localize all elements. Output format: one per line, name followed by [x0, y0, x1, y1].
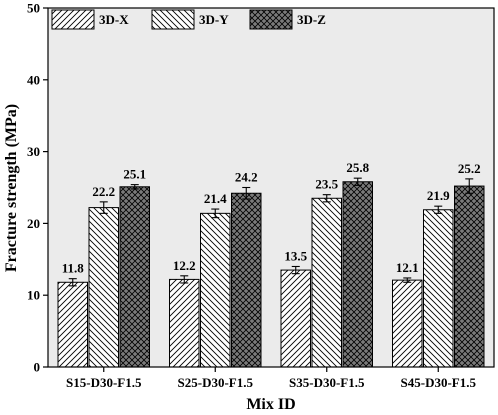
- data-label: 12.2: [173, 258, 196, 273]
- legend-label: 3D-Y: [199, 12, 229, 27]
- y-tick-label: 0: [34, 360, 41, 375]
- bar-3d-x-4: [392, 279, 423, 368]
- y-tick-label: 30: [27, 144, 40, 159]
- x-tick-label: S45-D30-F1.5: [401, 375, 477, 390]
- y-axis: 0 10 20 30 40 50: [27, 1, 48, 375]
- data-label: 12.1: [396, 260, 419, 275]
- x-tick-label: S25-D30-F1.5: [178, 375, 254, 390]
- data-label: 11.8: [62, 261, 85, 276]
- x-tick-label: S15-D30-F1.5: [66, 375, 142, 390]
- bar-3d-y-3: [311, 197, 342, 368]
- x-tick-label: S35-D30-F1.5: [289, 375, 365, 390]
- bar-3d-z-2: [231, 192, 262, 368]
- legend-swatch: [151, 9, 195, 30]
- y-tick-label: 50: [27, 1, 40, 16]
- data-label: 21.9: [427, 188, 450, 203]
- legend-label: 3D-X: [99, 12, 129, 27]
- legend-item-3d-z: 3D-Z: [249, 9, 326, 30]
- data-label: 25.1: [123, 167, 146, 182]
- bar-3d-x-3: [280, 269, 311, 368]
- data-label: 23.5: [315, 177, 338, 192]
- bar-3d-x-2: [169, 278, 200, 368]
- data-label: 24.2: [235, 170, 258, 185]
- y-axis-title: Fracture strength (MPa): [3, 104, 20, 272]
- bar-3d-y-2: [200, 212, 231, 368]
- bars-layer: 11.8 22.2 25.1 12.2 21.4 24.2 13.5 23.5 25.8 12.1…: [57, 160, 485, 368]
- x-axis-title: Mix ID: [246, 396, 295, 413]
- bar-3d-z-3: [342, 181, 373, 368]
- legend-label: 3D-Z: [297, 12, 326, 27]
- y-tick-label: 40: [27, 72, 40, 87]
- legend: 3D-X 3D-Y 3D-Z: [51, 9, 326, 30]
- y-tick-label: 20: [27, 216, 40, 231]
- data-label: 25.8: [346, 160, 369, 175]
- legend-swatch: [51, 9, 95, 30]
- bar-3d-z-1: [119, 186, 150, 368]
- plot-frame: [47, 7, 495, 368]
- bar-3d-z-4: [454, 185, 485, 368]
- legend-item-3d-x: 3D-X: [51, 9, 129, 30]
- y-tick-label: 10: [27, 288, 40, 303]
- bar-3d-y-4: [423, 209, 454, 368]
- legend-swatch: [249, 9, 293, 30]
- x-axis: S15-D30-F1.5 S25-D30-F1.5 S35-D30-F1.5 S45-…: [66, 367, 476, 390]
- legend-item-3d-y: 3D-Y: [151, 9, 229, 30]
- data-label: 21.4: [204, 191, 227, 206]
- bar-3d-x-1: [57, 281, 88, 368]
- data-label: 25.2: [458, 161, 481, 176]
- bar-3d-y-1: [88, 207, 119, 368]
- data-label: 13.5: [284, 248, 307, 263]
- data-label: 22.2: [92, 184, 115, 199]
